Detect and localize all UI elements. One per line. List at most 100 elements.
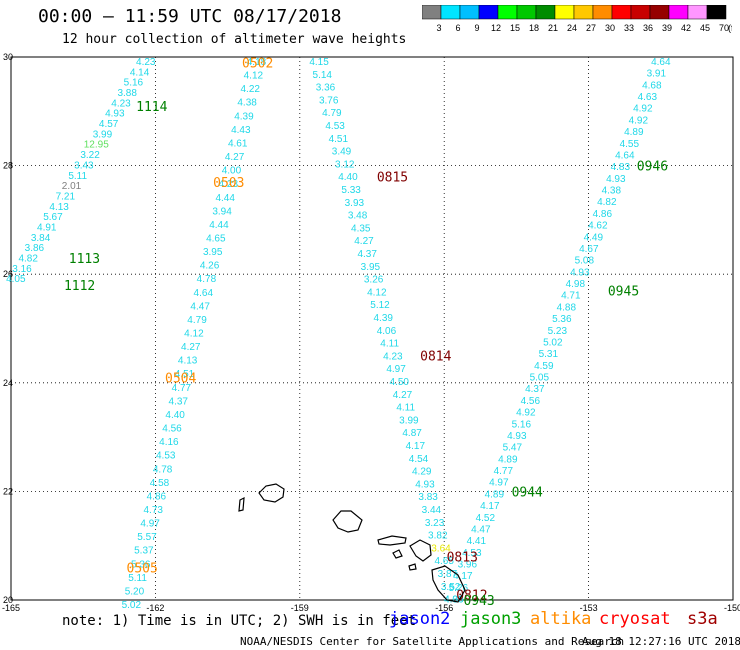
wave-height-value: 5.26 (449, 583, 469, 594)
wave-height-value: 4.11 (380, 339, 399, 350)
wave-height-value: 4.93 (507, 431, 527, 442)
wave-height-value: 4.15 (309, 57, 329, 68)
colorbar-label: 9 (474, 23, 479, 33)
wave-height-value: 3.16 (12, 264, 32, 275)
wave-height-value: 4.51 (175, 369, 195, 380)
island-lanai (392, 549, 403, 559)
wave-height-value: 4.39 (373, 313, 393, 324)
wave-height-value: 7.21 (56, 191, 76, 202)
wave-height-value: 4.86 (593, 209, 613, 220)
wave-height-value: 4.78 (197, 274, 217, 285)
footer-note: note: 1) Time is in UTC; 2) SWH is in fe… (62, 613, 417, 629)
wave-height-value: 4.00 (444, 595, 464, 606)
wave-height-value: 5.02 (543, 337, 563, 348)
colorbar-label: 18 (529, 23, 539, 33)
wave-height-value: 3.26 (364, 275, 384, 286)
wave-height-value: 3.99 (93, 129, 113, 140)
wave-height-value: 4.37 (525, 384, 545, 395)
colorbar-label: 36 (643, 23, 653, 33)
wave-height-value: 4.47 (471, 524, 491, 535)
legend-cryosat: cryosat (599, 609, 671, 629)
pass-time-label: 0813 (447, 551, 478, 566)
pass-time-label: 0815 (377, 170, 408, 185)
wave-height-value: 4.64 (651, 57, 671, 68)
wave-height-value: 4.35 (351, 223, 371, 234)
altimeter-tracks: 4.18 4.12 4.22 4.38 4.39 4.43 4.61 4.27 4.00 4.23… (6, 57, 671, 611)
wave-height-value: 4.11 (396, 403, 415, 414)
legend-jason3: jason3 (460, 609, 522, 629)
wave-height-value: 4.57 (99, 119, 119, 130)
wave-height-value: 5.16 (512, 419, 532, 430)
wave-height-value: 4.92 (629, 115, 649, 126)
wave-height-value: 4.63 (638, 92, 658, 103)
graticule: -165 -162 -159 -156 -153 -150 30 28 26 24 22 20 (2, 52, 740, 613)
wave-height-value: 4.47 (190, 301, 210, 312)
lon-tick-label: -162 (146, 603, 164, 613)
wave-height-value: 4.88 (557, 302, 577, 313)
wave-height-value: 5.20 (125, 586, 145, 597)
colorbar-label: 15 (510, 23, 520, 33)
wave-height-value: 4.56 (162, 424, 182, 435)
wave-height-value: 4.78 (153, 464, 173, 475)
wave-height-value: 3.93 (345, 198, 365, 209)
wave-height-value: 5.36 (131, 559, 151, 570)
wave-height-value: 4.44 (215, 193, 235, 204)
lon-tick-label: -156 (435, 603, 453, 613)
wave-height-value: 3.95 (203, 247, 223, 258)
lon-tick-label: -150 (724, 603, 740, 613)
colorbar-swatch (706, 5, 727, 20)
colorbar-label: 3 (436, 23, 441, 33)
pass-time-label: 0503 (213, 176, 244, 191)
wave-height-value: 4.38 (237, 98, 257, 109)
track-0946: 4.643.914.684.634.924.924.894.554.644.83… (444, 57, 671, 606)
wave-height-value: 3.99 (399, 415, 419, 426)
wave-height-value: 4.41 (467, 536, 487, 547)
wave-height-value: 4.14 (130, 67, 150, 78)
wave-height-value: 4.12 (244, 71, 264, 82)
wave-height-value: 3.64 (431, 543, 451, 554)
wave-height-value: 4.65 (434, 556, 454, 567)
wave-height-value: 4.97 (386, 364, 406, 375)
colorbar-label: 6 (455, 23, 460, 33)
track-1114: 4.234.145.163.884.234.934.573.9912.953.2… (6, 57, 156, 285)
pass-time-label: 0502 (242, 56, 273, 71)
lat-tick-label: 20 (3, 595, 13, 605)
wave-height-value: 4.53 (325, 121, 345, 132)
pass-time-label: 1114 (136, 100, 167, 115)
pass-time-label: 0505 (127, 561, 158, 576)
wave-height-value: 3.94 (212, 206, 232, 217)
wave-height-value: 3.22 (80, 150, 100, 161)
wave-height-value: 4.79 (322, 108, 342, 119)
wave-height-value: 4.93 (105, 109, 125, 120)
wave-height-value: 4.93 (570, 267, 590, 278)
wave-height-value: 5.02 (122, 600, 142, 611)
wave-height-value: 4.61 (228, 138, 248, 149)
colorbar-label: 24 (567, 23, 577, 33)
lon-tick-label: -159 (291, 603, 309, 613)
wave-height-value: 4.13 (49, 202, 69, 213)
pass-time-label: 0946 (637, 160, 668, 175)
wave-height-value: 3.82 (428, 531, 448, 542)
island-molokai (377, 535, 407, 546)
colorbar-label: 27 (586, 23, 596, 33)
colorbar-label: 21 (548, 23, 558, 33)
wave-height-value: 4.12 (367, 287, 387, 298)
island-niihau (238, 496, 245, 512)
wave-height-value: 3.36 (316, 83, 336, 94)
wave-height-value: 4.13 (178, 356, 198, 367)
footer-generated-time: Aug 18 12:27:16 UTC 2018 (582, 635, 740, 648)
wave-height-value: 4.53 (156, 451, 176, 462)
lon-tick-label: -165 (2, 603, 20, 613)
wave-height-value: 4.89 (498, 454, 518, 465)
wave-height-value: 5.11 (128, 573, 147, 584)
wave-height-value: 3.52 (441, 582, 461, 593)
wave-height-value: 3.43 (74, 160, 94, 171)
wave-height-value: 4.73 (143, 505, 163, 516)
wave-height-value: 4.23 (219, 179, 239, 190)
wave-height-value: 3.44 (422, 505, 442, 516)
wave-height-value: 3.48 (348, 211, 368, 222)
wave-height-value: 4.05 (6, 274, 26, 285)
wave-height-value: 4.77 (172, 383, 192, 394)
wave-height-value: 3.23 (425, 518, 445, 529)
